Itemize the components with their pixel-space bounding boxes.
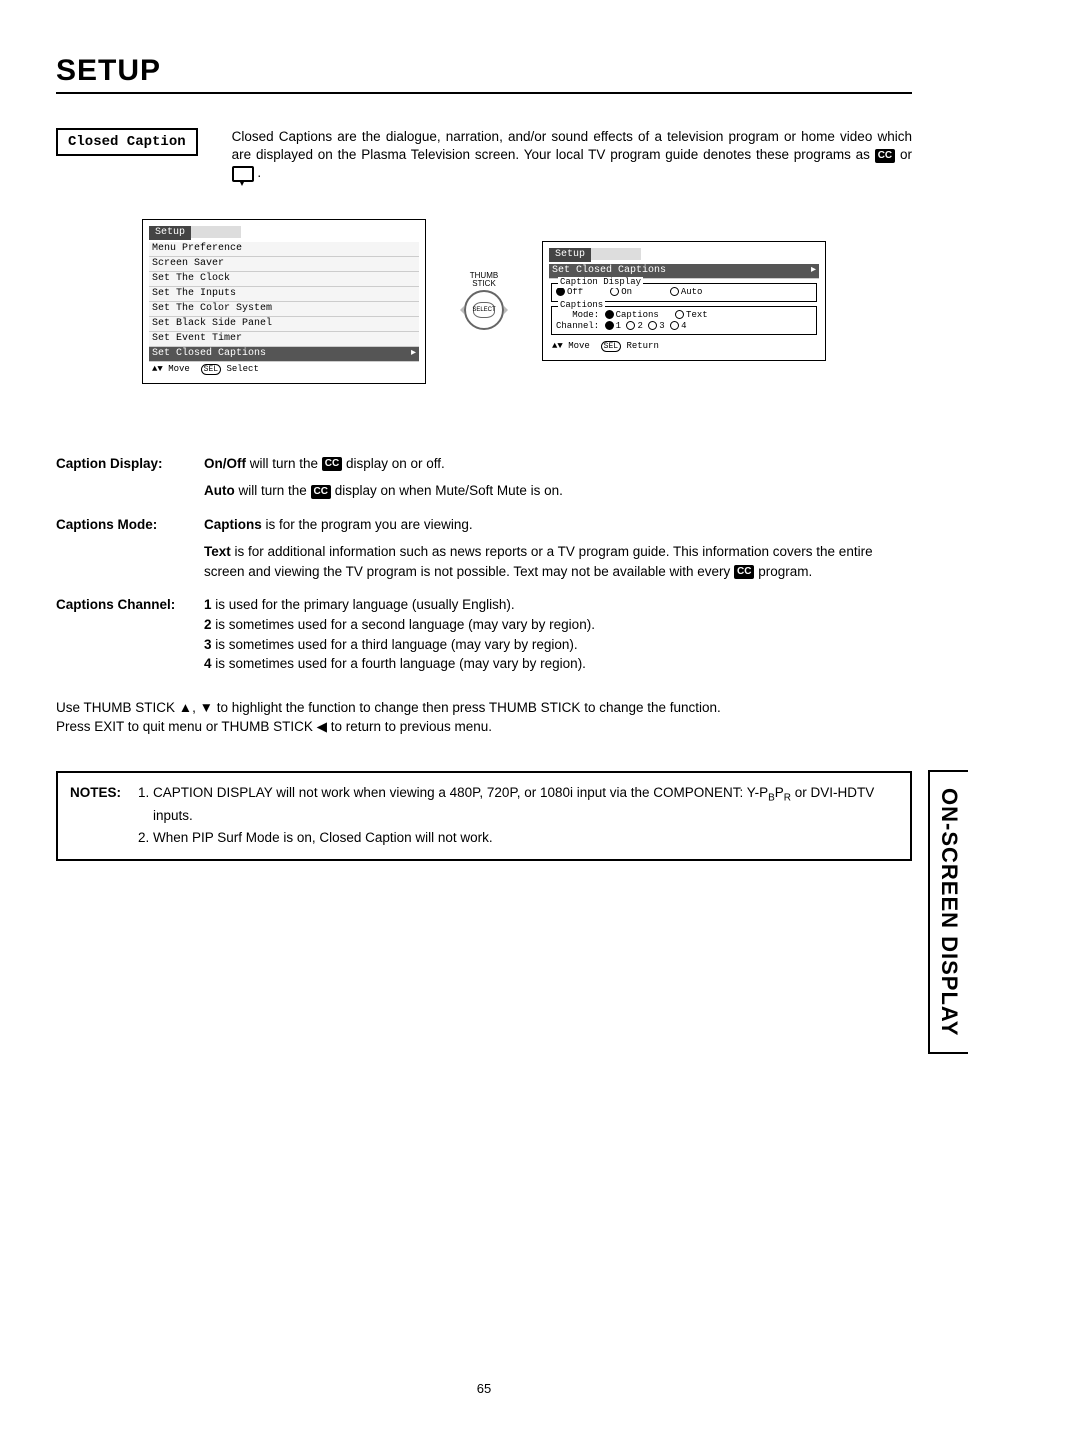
osd-menu-item: Set The Inputs (149, 287, 419, 302)
osd-right-footer: ▲▼ Move SEL Return (549, 339, 819, 354)
osd-menu-item: Set Event Timer (149, 332, 419, 347)
osd-left-tab: Setup (149, 226, 191, 240)
osd-menu-item: Set The Color System (149, 302, 419, 317)
osd-menu-item: Screen Saver (149, 257, 419, 272)
osd-right-tab: Setup (549, 248, 591, 262)
intro-prefix: Closed Captions are the dialogue, narrat… (232, 129, 912, 162)
osd-menu-item: Set The Clock (149, 272, 419, 287)
osd-closed-captions: Setup Set Closed Captions Caption Displa… (542, 241, 826, 361)
note-item: CAPTION DISPLAY will not work when viewi… (153, 783, 898, 826)
osd-setup-menu: Setup Menu Preference Screen Saver Set T… (142, 219, 426, 384)
osd-menu-item: Set Black Side Panel (149, 317, 419, 332)
section-label-box: Closed Caption (56, 128, 198, 156)
def-captions-channel-label: Captions Channel: (56, 595, 204, 673)
or-word: or (900, 147, 912, 162)
side-tab: ON-SCREEN DISPLAY (928, 770, 968, 1054)
osd-menu-item-selected: Set Closed Captions (149, 347, 419, 362)
intro-period: . (257, 165, 261, 180)
def-caption-display-body: On/Off will turn the CC display on or of… (204, 454, 912, 509)
thumbstick-icon: THUMB STICK SELECT (464, 272, 504, 330)
def-captions-mode-body: Captions is for the program you are view… (204, 515, 912, 590)
notes-box: NOTES: CAPTION DISPLAY will not work whe… (56, 771, 912, 861)
intro-text: Closed Captions are the dialogue, narrat… (232, 128, 912, 183)
page-title: SETUP (56, 54, 912, 88)
note-item: When PIP Surf Mode is on, Closed Caption… (153, 828, 898, 848)
osd-menu-item: Menu Preference (149, 242, 419, 257)
def-captions-mode-label: Captions Mode: (56, 515, 204, 590)
cc-icon: CC (875, 149, 895, 163)
instructions: Use THUMB STICK ▲, ▼ to highlight the fu… (56, 698, 912, 737)
def-caption-display-label: Caption Display: (56, 454, 204, 509)
osd-left-footer: ▲▼ Move SEL Select (149, 362, 419, 377)
speech-bubble-icon (232, 166, 254, 182)
captions-group: Captions Mode: Captions Text Channel: 1 … (551, 306, 817, 336)
def-captions-channel-body: 1 is used for the primary language (usua… (204, 595, 912, 673)
page-number: 65 (56, 1381, 912, 1396)
